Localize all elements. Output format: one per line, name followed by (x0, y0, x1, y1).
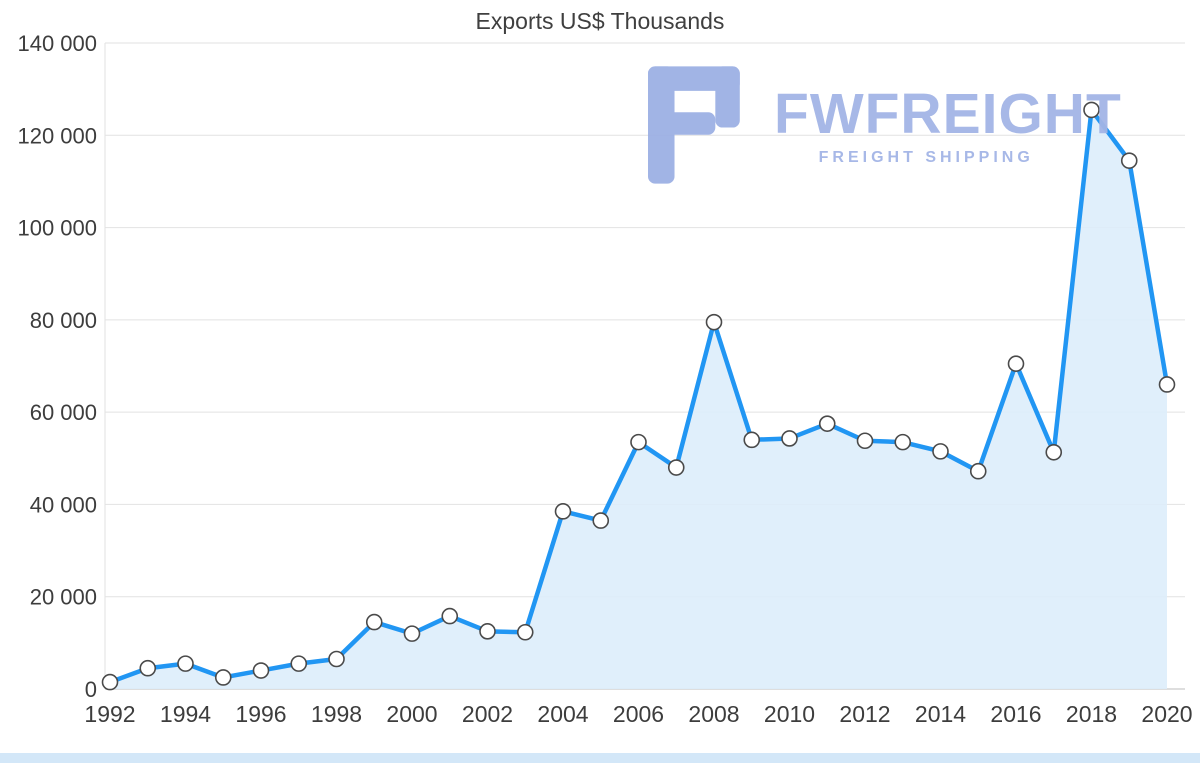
x-tick-label: 1998 (311, 701, 362, 727)
x-tick-label: 2020 (1141, 701, 1192, 727)
data-point-marker[interactable] (743, 431, 761, 449)
data-point-marker[interactable] (592, 512, 610, 529)
data-point-marker[interactable] (1007, 355, 1025, 372)
y-tick-label: 0 (85, 677, 97, 702)
data-point-marker[interactable] (705, 313, 723, 331)
data-point-marker[interactable] (214, 669, 232, 686)
data-point-marker[interactable] (969, 462, 987, 480)
y-tick-label: 100 000 (17, 216, 97, 241)
data-point-marker[interactable] (252, 662, 270, 679)
x-tick-label: 2010 (764, 701, 815, 727)
y-tick-label: 60 000 (30, 400, 97, 425)
data-point-marker[interactable] (554, 503, 572, 520)
y-tick-label: 80 000 (30, 308, 97, 333)
x-tick-label: 2006 (613, 701, 664, 727)
data-point-marker[interactable] (139, 659, 157, 677)
data-point-marker[interactable] (441, 607, 459, 625)
x-tick-label: 2008 (688, 701, 739, 727)
x-tick-label: 2014 (915, 701, 966, 727)
data-point-marker[interactable] (177, 655, 194, 672)
data-point-marker[interactable] (1045, 443, 1063, 461)
data-point-marker[interactable] (630, 433, 647, 451)
bottom-scrollbar[interactable] (0, 753, 1200, 763)
data-point-marker[interactable] (856, 432, 874, 450)
y-tick-label: 120 000 (17, 123, 97, 148)
data-point-marker[interactable] (403, 625, 421, 642)
x-tick-label: 2018 (1066, 701, 1117, 727)
data-point-marker[interactable] (667, 459, 685, 476)
data-point-marker[interactable] (1158, 376, 1176, 393)
data-point-marker[interactable] (365, 613, 383, 631)
data-point-marker[interactable] (1120, 152, 1138, 169)
data-point-marker[interactable] (101, 673, 119, 691)
data-point-marker[interactable] (781, 430, 798, 447)
x-tick-label: 2012 (839, 701, 890, 727)
data-point-marker[interactable] (290, 655, 308, 672)
data-point-marker[interactable] (932, 443, 949, 460)
y-tick-label: 140 000 (17, 31, 97, 56)
x-tick-label: 1992 (84, 701, 135, 727)
exports-area (110, 109, 1167, 689)
x-tick-label: 2000 (386, 701, 437, 727)
chart-title: Exports US$ Thousands (475, 8, 725, 34)
data-point-marker[interactable] (894, 433, 912, 451)
data-point-marker[interactable] (328, 650, 345, 668)
data-point-marker[interactable] (1083, 101, 1100, 119)
data-point-marker[interactable] (479, 623, 496, 640)
x-tick-label: 2002 (462, 701, 513, 727)
y-tick-label: 40 000 (30, 492, 97, 517)
x-tick-label: 1994 (160, 701, 211, 727)
x-tick-label: 2016 (990, 701, 1041, 727)
data-point-marker[interactable] (818, 415, 836, 432)
x-tick-label: 2004 (537, 701, 588, 727)
y-tick-label: 20 000 (30, 585, 97, 610)
x-tick-label: 1996 (235, 701, 286, 727)
data-point-marker[interactable] (516, 623, 534, 641)
